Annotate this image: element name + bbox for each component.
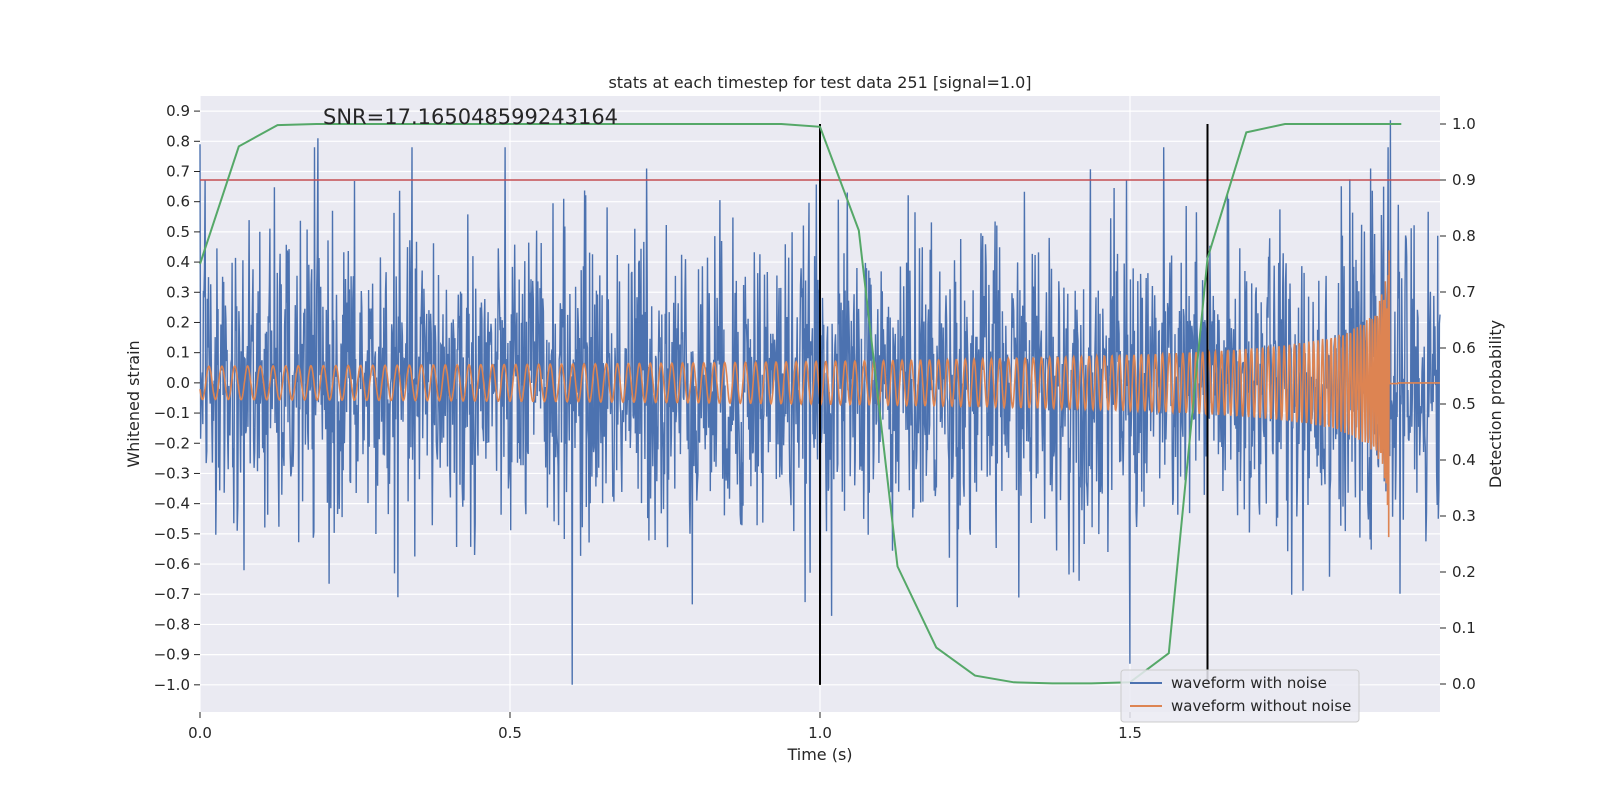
- series-layer: [199, 120, 1441, 685]
- y-right-tick-label: 0.5: [1452, 395, 1476, 413]
- y-tick-label: 0.2: [166, 313, 190, 331]
- y-right-tick-label: 1.0: [1452, 115, 1476, 133]
- legend-label-noise: waveform with noise: [1171, 674, 1327, 692]
- y-tick-label: −0.8: [154, 615, 190, 633]
- y-tick-label: −0.2: [154, 434, 190, 452]
- y-tick-label: −1.0: [154, 676, 190, 694]
- x-tick-label: 1.0: [808, 724, 832, 742]
- x-tick-label: 0.0: [188, 724, 212, 742]
- y-tick-label: 0.0: [166, 374, 190, 392]
- detection-probability-line: [199, 123, 1402, 685]
- y-tick-label: 0.4: [166, 253, 190, 271]
- y-right-tick-label: 0.8: [1452, 227, 1476, 245]
- y-tick-label: −0.9: [154, 646, 190, 664]
- x-tick-label: 0.5: [498, 724, 522, 742]
- y-right-tick-label: 0.9: [1452, 171, 1476, 189]
- y-axis-label-right: Detection probability: [1486, 320, 1505, 488]
- y-tick-label: 0.9: [166, 102, 190, 120]
- y-tick-label: 0.7: [166, 162, 190, 180]
- x-axis-label: Time (s): [786, 745, 852, 764]
- y-tick-label: 0.8: [166, 132, 190, 150]
- y-tick-label: −0.4: [154, 495, 190, 513]
- y-right-tick-label: 0.1: [1452, 619, 1476, 637]
- x-axis: 0.0 0.5 1.0 1.5: [188, 712, 1142, 742]
- x-tick-label: 1.5: [1118, 724, 1142, 742]
- y-axis-label-left: Whitened strain: [124, 340, 143, 467]
- y-right-tick-label: 0.2: [1452, 563, 1476, 581]
- y-tick-label: 0.5: [166, 223, 190, 241]
- y-right-tick-label: 0.6: [1452, 339, 1476, 357]
- y-tick-label: 0.6: [166, 193, 190, 211]
- y-tick-label: −0.1: [154, 404, 190, 422]
- y-right-tick-label: 0.3: [1452, 507, 1476, 525]
- y-right-tick-label: 0.7: [1452, 283, 1476, 301]
- y-axis-right: 1.0 0.9 0.8 0.7 0.6 0.5 0.4 0.3 0.2 0.1 0.0: [1440, 115, 1476, 693]
- chart-title: stats at each timestep for test data 251…: [608, 73, 1031, 92]
- y-tick-label: −0.6: [154, 555, 190, 573]
- y-tick-label: 0.3: [166, 283, 190, 301]
- y-tick-label: −0.5: [154, 525, 190, 543]
- legend-box: [1120, 669, 1360, 723]
- legend-label-clean: waveform without noise: [1171, 697, 1351, 715]
- y-right-tick-label: 0.4: [1452, 451, 1476, 469]
- y-tick-label: −0.3: [154, 464, 190, 482]
- y-tick-label: −0.7: [154, 585, 190, 603]
- y-axis-left: 0.9 0.8 0.7 0.6 0.5 0.4 0.3 0.2 0.1 0.0 −0.1 −0.2 −0…: [154, 102, 200, 694]
- y-tick-label: 0.1: [166, 344, 190, 362]
- y-right-tick-label: 0.0: [1452, 675, 1476, 693]
- snr-annotation: SNR=17.165048599243164: [323, 105, 618, 129]
- legend: waveform with noise waveform without noi…: [1120, 669, 1360, 723]
